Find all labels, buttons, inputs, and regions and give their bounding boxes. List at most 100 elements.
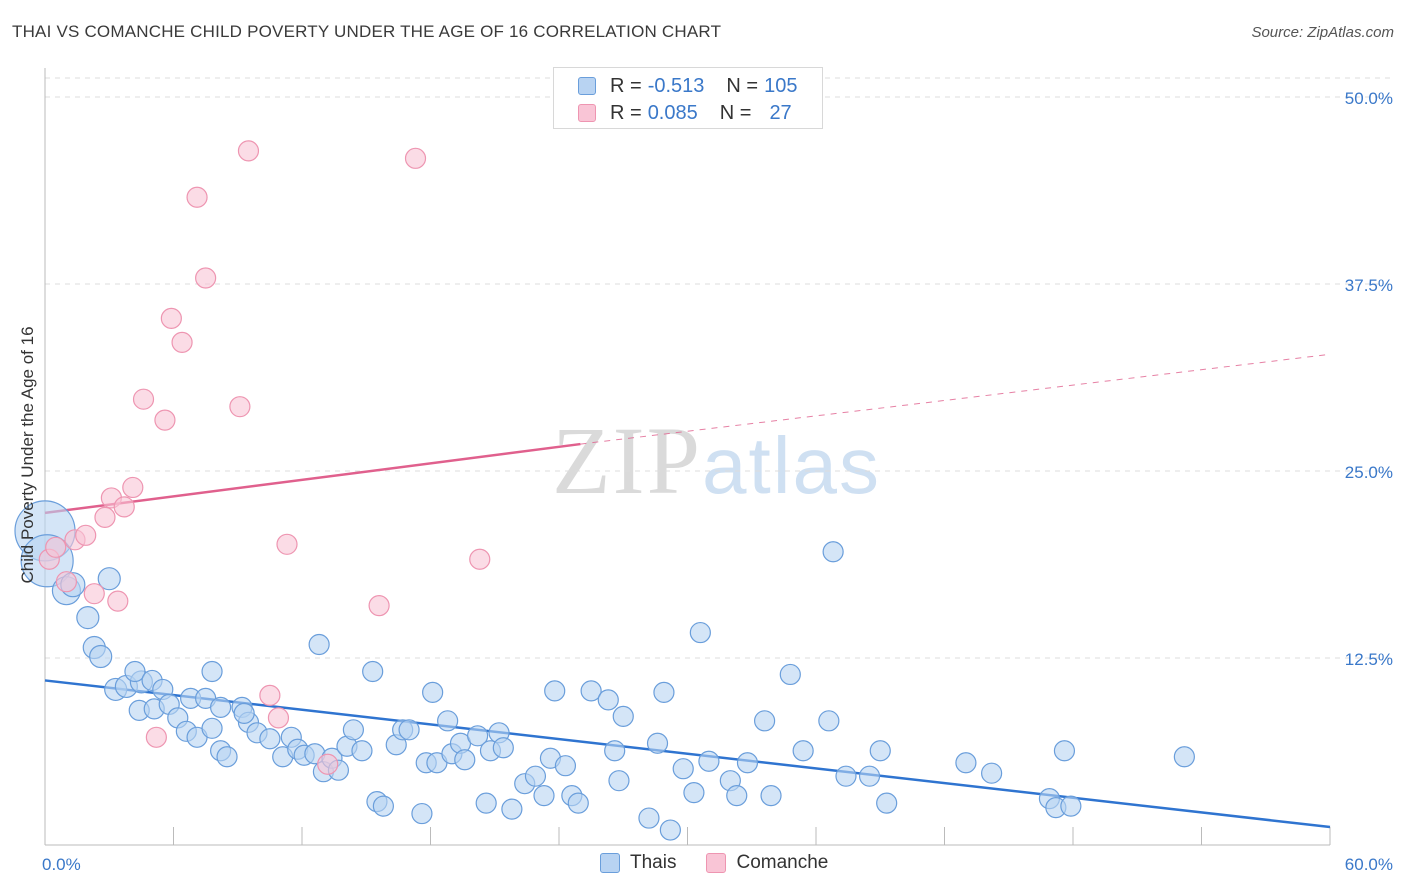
comanche-point: [171, 331, 193, 353]
thais-point: [362, 660, 384, 683]
series-legend: Thais Comanche: [600, 852, 858, 874]
thais-point: [201, 660, 223, 683]
thais-point: [533, 785, 555, 807]
grid-lines: [45, 77, 1395, 659]
comanche-point: [122, 476, 144, 499]
comanche-point: [195, 267, 217, 289]
y-tick-label: 37.5%: [1345, 276, 1393, 295]
legend-label-comanche: Comanche: [736, 852, 829, 873]
comanche-point: [132, 388, 155, 410]
comanche-trend-extension: [580, 353, 1331, 445]
thais-point: [612, 705, 634, 727]
comanche-point: [55, 571, 78, 593]
y-tick-label: 12.5%: [1345, 650, 1393, 669]
thais-point: [544, 680, 566, 702]
comanche-point: [45, 536, 67, 558]
comanche-point: [154, 409, 176, 431]
watermark-zip: ZIP: [552, 407, 702, 514]
thais-point: [638, 807, 660, 829]
thais-point: [308, 633, 330, 656]
thais-point: [411, 802, 433, 825]
thais-point: [454, 749, 476, 771]
thais-point: [726, 785, 748, 807]
thais-point: [689, 621, 711, 644]
comanche-point: [317, 753, 339, 775]
comanche-swatch: [578, 104, 596, 122]
thais-point: [835, 765, 857, 787]
thais-point: [398, 719, 420, 741]
comanche-point: [160, 307, 182, 330]
thais-point: [492, 737, 514, 759]
thais-point: [567, 792, 589, 814]
comanche-point: [145, 726, 167, 748]
thais-point: [792, 740, 814, 762]
thais-swatch: [578, 77, 596, 95]
thais-point: [233, 702, 255, 724]
r-label: R =: [610, 101, 642, 124]
thais-point: [1060, 795, 1082, 817]
thais-point: [342, 719, 364, 741]
thais-swatch: [600, 853, 620, 873]
thais-point: [124, 660, 146, 683]
comanche-point: [186, 186, 208, 208]
legend-row-comanche: R = 0.085 N = 27: [578, 100, 792, 126]
thais-point: [683, 782, 705, 804]
thais-point: [554, 755, 577, 777]
thais-point: [1173, 746, 1195, 768]
thais-point: [210, 696, 232, 718]
trend-lines: [44, 353, 1331, 829]
thais-point: [201, 717, 223, 739]
comanche-point: [229, 396, 251, 418]
thais-point: [501, 798, 523, 820]
comanche-swatch: [706, 853, 727, 873]
comanche-trend-line: [44, 442, 581, 515]
thais-point: [869, 740, 891, 762]
comanche-point: [259, 684, 281, 707]
thais-point: [597, 689, 619, 711]
y-axis-label: Child Poverty Under the Age of 16: [18, 326, 37, 583]
comanche-point: [237, 140, 260, 162]
thais-point: [216, 746, 238, 768]
comanche-point: [276, 533, 298, 555]
thais-point: [372, 795, 394, 817]
thais-point: [779, 663, 801, 686]
thais-point: [736, 752, 759, 774]
thais-point: [659, 819, 681, 841]
thais-point: [698, 750, 720, 772]
thais-point: [818, 710, 840, 732]
thais-point: [876, 792, 898, 814]
r-label: R =: [610, 74, 642, 97]
thais-point: [608, 770, 630, 792]
thais-point: [97, 567, 121, 591]
y-tick-label: 50.0%: [1345, 89, 1393, 108]
thais-point: [753, 710, 776, 732]
legend-item-comanche: Comanche: [706, 852, 828, 874]
data-points: [14, 140, 1195, 841]
x-tick-label: 60.0%: [1345, 855, 1393, 874]
comanche-point: [107, 590, 129, 612]
thais-point: [351, 740, 373, 762]
thais-point: [760, 785, 782, 807]
n-value: 105: [764, 74, 798, 97]
thais-point: [89, 644, 113, 669]
n-value: 27: [769, 101, 792, 124]
thais-point: [646, 732, 669, 754]
thais-trend-line: [44, 679, 1331, 829]
watermark: ZIPatlas: [552, 405, 881, 516]
source-label: Source: ZipAtlas.com: [1251, 24, 1394, 41]
x-tick-label: 0.0%: [42, 855, 81, 874]
comanche-point: [113, 496, 135, 518]
thais-point: [467, 725, 489, 747]
comanche-point: [267, 707, 290, 729]
comanche-point: [94, 506, 116, 528]
comanche-point: [75, 524, 97, 546]
tick-labels: 12.5% 25.0% 37.5% 50.0% 0.0% 60.0%: [42, 89, 1393, 874]
comanche-point: [404, 147, 427, 169]
thais-point: [822, 541, 844, 563]
comanche-point: [469, 548, 491, 570]
thais-point: [475, 792, 497, 814]
thais-point: [580, 680, 602, 702]
y-tick-label: 25.0%: [1345, 463, 1393, 482]
thais-point: [604, 740, 626, 762]
